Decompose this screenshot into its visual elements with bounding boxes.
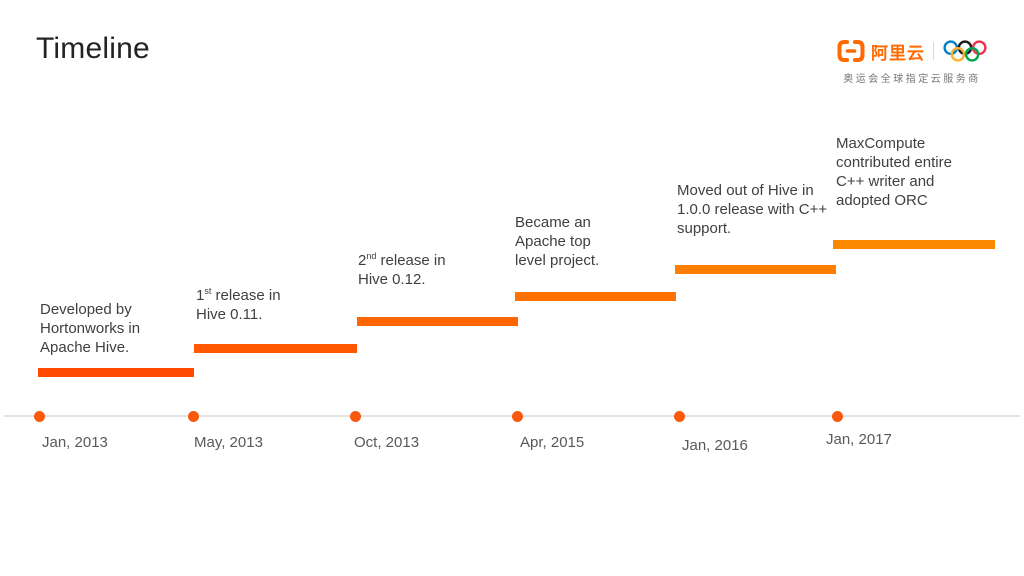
milestone-bar	[38, 368, 194, 377]
milestone-date: Jan, 2013	[42, 434, 108, 451]
milestone-description: Moved out of Hive in 1.0.0 release with …	[677, 181, 831, 238]
milestone-dot	[188, 411, 199, 422]
milestone-description: Became an Apache top level project.	[515, 213, 613, 270]
milestone-date: Oct, 2013	[354, 434, 420, 451]
description-superscript: st	[204, 286, 212, 296]
milestone-dot	[832, 411, 843, 422]
milestone-description: 1st release in Hive 0.11.	[196, 286, 300, 324]
milestone-bar	[515, 292, 676, 301]
alibaba-cloud-brackets-icon	[837, 40, 865, 62]
milestone-date: Jan, 2016	[682, 437, 748, 454]
milestone-date: May, 2013	[194, 434, 263, 451]
description-superscript: nd	[366, 251, 377, 261]
milestone-bar	[357, 317, 518, 326]
milestone-bar	[833, 240, 995, 249]
description-text: MaxCompute contributed entire C++ writer…	[836, 135, 952, 209]
description-text: Became an Apache top level project.	[515, 214, 600, 269]
description-text-rest: release in Hive 0.12.	[358, 252, 446, 288]
milestone-dot	[674, 411, 685, 422]
milestone-bar	[194, 344, 357, 353]
milestone-date: Apr, 2015	[520, 434, 585, 451]
description-text: Developed by Hortonworks in Apache Hive.	[40, 301, 141, 356]
alibaba-cloud-logo: 阿里云 奥运会全球指定云服务商	[832, 38, 992, 85]
brand-name: 阿里云	[871, 43, 925, 63]
milestone-description: MaxCompute contributed entire C++ writer…	[836, 134, 984, 210]
milestone-date: Jan, 2017	[826, 431, 892, 448]
olympic-rings-icon	[943, 40, 987, 62]
description-text-rest: release in Hive 0.11.	[196, 287, 281, 323]
logo-row: 阿里云	[832, 38, 992, 64]
description-text: Moved out of Hive in 1.0.0 release with …	[677, 182, 828, 237]
page-title: Timeline	[36, 32, 150, 65]
milestone-bar	[675, 265, 836, 274]
logo-tagline: 奥运会全球指定云服务商	[843, 74, 981, 85]
milestone-dot	[512, 411, 523, 422]
milestone-dot	[350, 411, 361, 422]
logo-divider	[933, 42, 934, 60]
description-text: 1	[196, 287, 205, 304]
milestone-dot	[34, 411, 45, 422]
milestone-description: Developed by Hortonworks in Apache Hive.	[40, 300, 160, 357]
description-text: 2	[358, 252, 367, 269]
milestone-description: 2nd release in Hive 0.12.	[358, 251, 462, 289]
